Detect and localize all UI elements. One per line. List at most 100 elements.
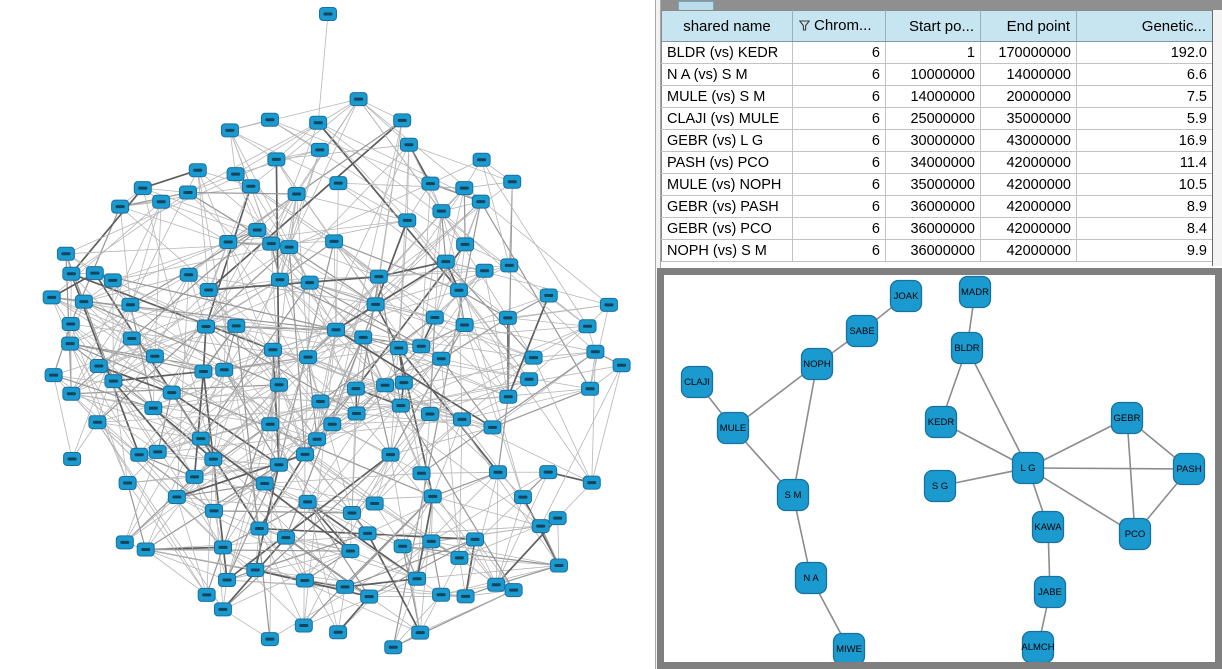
network-overview-panel[interactable]	[0, 0, 655, 669]
overview-node[interactable]	[218, 573, 237, 588]
overview-node[interactable]	[391, 398, 410, 413]
overview-node[interactable]	[85, 266, 104, 281]
overview-node[interactable]	[62, 266, 81, 281]
overview-node[interactable]	[432, 351, 451, 366]
network-node-kawa[interactable]: KAWA	[1031, 510, 1065, 544]
overview-node[interactable]	[194, 364, 213, 379]
cell-start[interactable]: 10000000	[885, 63, 981, 86]
overview-node[interactable]	[185, 469, 204, 484]
node-shape[interactable]	[1110, 401, 1144, 435]
overview-node[interactable]	[276, 530, 295, 545]
cell-shared-name[interactable]: GEBR (vs) L G	[661, 129, 793, 152]
network-node-lg[interactable]: L G	[1011, 451, 1045, 485]
node-shape[interactable]	[958, 275, 992, 309]
overview-node[interactable]	[421, 176, 440, 191]
cell-shared-name[interactable]: MULE (vs) S M	[661, 85, 793, 108]
overview-node[interactable]	[246, 563, 265, 578]
overview-node[interactable]	[250, 521, 269, 536]
network-node-claji[interactable]: CLAJI	[680, 365, 714, 399]
cell-chromosome[interactable]: 6	[792, 195, 886, 218]
overview-node[interactable]	[269, 457, 288, 472]
network-node-miwe[interactable]: MIWE	[832, 632, 866, 663]
overview-node[interactable]	[341, 544, 360, 559]
node-shape[interactable]	[889, 279, 923, 313]
network-node-joak[interactable]: JOAK	[889, 279, 923, 313]
cell-shared-name[interactable]: PASH (vs) PCO	[661, 151, 793, 174]
overview-node[interactable]	[294, 618, 313, 633]
overview-node[interactable]	[121, 297, 140, 312]
cell-chromosome[interactable]: 6	[792, 63, 886, 86]
node-shape[interactable]	[845, 314, 879, 348]
network-node-kedr[interactable]: KEDR	[924, 405, 958, 439]
table-row[interactable]: CLAJI (vs) MULE 6 25000000 35000000 5.9	[661, 107, 1213, 130]
overview-node[interactable]	[133, 181, 152, 196]
overview-node[interactable]	[74, 294, 93, 309]
overview-node[interactable]	[179, 267, 198, 282]
cell-genetic[interactable]: 6.6	[1076, 63, 1213, 86]
overview-node[interactable]	[612, 358, 631, 373]
overview-node[interactable]	[152, 194, 171, 209]
cell-end[interactable]: 170000000	[980, 41, 1077, 64]
overview-node[interactable]	[226, 167, 245, 182]
cell-start[interactable]: 30000000	[885, 129, 981, 152]
cell-chromosome[interactable]: 6	[792, 151, 886, 174]
overview-node[interactable]	[111, 199, 130, 214]
overview-node[interactable]	[354, 330, 373, 345]
cell-end[interactable]: 42000000	[980, 239, 1077, 262]
overview-node[interactable]	[204, 503, 223, 518]
overview-node[interactable]	[500, 258, 519, 273]
overview-node[interactable]	[399, 137, 418, 152]
overview-node[interactable]	[319, 7, 337, 21]
overview-node[interactable]	[369, 269, 388, 284]
cell-chromosome[interactable]: 6	[792, 129, 886, 152]
node-shape[interactable]	[923, 469, 957, 503]
overview-node[interactable]	[115, 535, 134, 550]
overview-node[interactable]	[327, 322, 346, 337]
overview-node[interactable]	[61, 316, 80, 331]
overview-node[interactable]	[411, 625, 430, 640]
overview-node[interactable]	[398, 213, 417, 228]
column-header-end-point[interactable]: End point	[980, 10, 1077, 42]
network-node-sm[interactable]: S M	[776, 478, 810, 512]
overview-node[interactable]	[420, 407, 439, 422]
overview-node[interactable]	[280, 240, 299, 255]
overview-node[interactable]	[456, 589, 475, 604]
overview-node[interactable]	[393, 539, 412, 554]
overview-node[interactable]	[349, 92, 368, 107]
overview-node[interactable]	[130, 447, 149, 462]
overview-node[interactable]	[309, 115, 328, 130]
overview-node[interactable]	[531, 519, 550, 534]
overview-node[interactable]	[360, 589, 379, 604]
cell-genetic[interactable]: 10.5	[1076, 173, 1213, 196]
overview-node[interactable]	[488, 465, 507, 480]
cell-start[interactable]: 35000000	[885, 173, 981, 196]
cell-chromosome[interactable]: 6	[792, 173, 886, 196]
cell-end[interactable]: 42000000	[980, 151, 1077, 174]
overview-node[interactable]	[422, 534, 441, 549]
overview-node[interactable]	[524, 350, 543, 365]
network-node-pash[interactable]: PASH	[1172, 452, 1206, 486]
overview-node[interactable]	[308, 432, 327, 447]
overview-node[interactable]	[455, 181, 474, 196]
cell-genetic[interactable]: 192.0	[1076, 41, 1213, 64]
overview-node[interactable]	[487, 577, 506, 592]
cell-end[interactable]: 42000000	[980, 217, 1077, 240]
overview-node[interactable]	[471, 194, 490, 209]
overview-node[interactable]	[261, 417, 280, 432]
overview-node[interactable]	[227, 318, 246, 333]
table-row[interactable]: MULE (vs) S M 6 14000000 20000000 7.5	[661, 85, 1213, 108]
cell-start[interactable]: 34000000	[885, 151, 981, 174]
overview-node[interactable]	[241, 179, 260, 194]
overview-node[interactable]	[503, 174, 522, 189]
cell-shared-name[interactable]: GEBR (vs) PASH	[661, 195, 793, 218]
network-node-gebr[interactable]: GEBR	[1110, 401, 1144, 435]
overview-node[interactable]	[199, 283, 218, 298]
cell-start[interactable]: 36000000	[885, 217, 981, 240]
cell-end[interactable]: 35000000	[980, 107, 1077, 130]
overview-node[interactable]	[162, 385, 181, 400]
overview-node[interactable]	[455, 317, 474, 332]
overview-node[interactable]	[483, 420, 502, 435]
overview-node[interactable]	[300, 275, 319, 290]
overview-node[interactable]	[412, 466, 431, 481]
table-row[interactable]: NOPH (vs) S M 6 36000000 42000000 9.9	[661, 239, 1213, 262]
